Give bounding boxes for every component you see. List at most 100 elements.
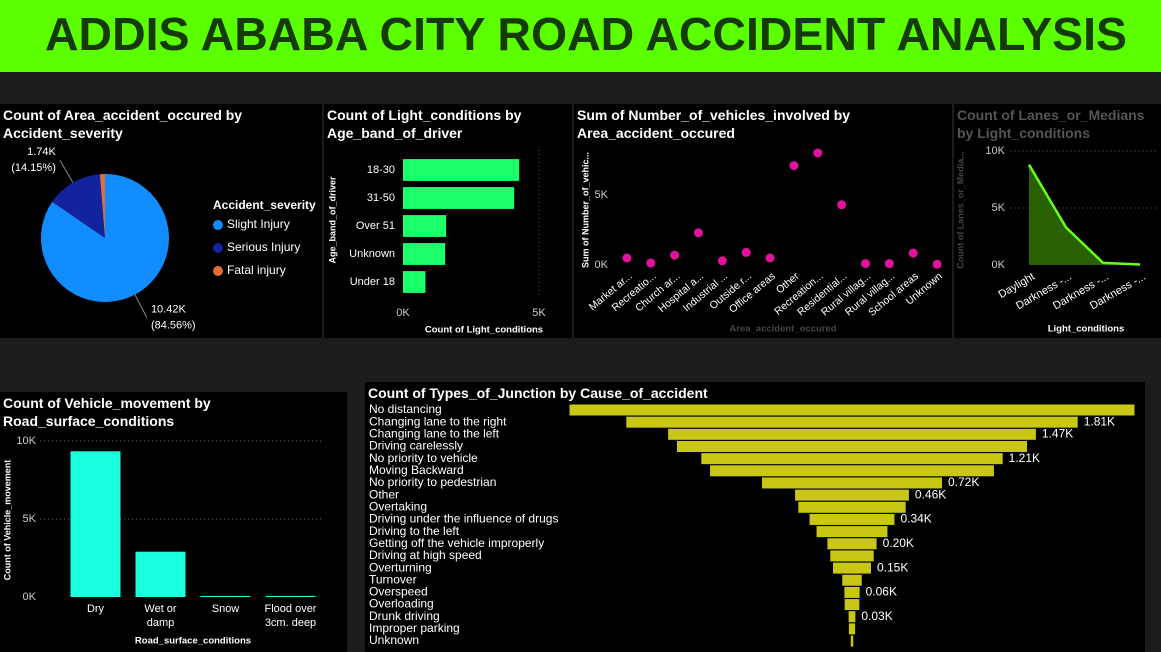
category-label: Overloading xyxy=(369,597,434,611)
x-axis-title: Count of Light_conditions xyxy=(425,325,543,336)
category-label: Drunk driving xyxy=(369,609,440,623)
data-label: 1.21K xyxy=(1009,451,1040,465)
y-tick-label: 5K xyxy=(23,513,37,525)
funnel-bar xyxy=(827,538,877,550)
x-axis-title: Road_surface_conditions xyxy=(135,636,251,647)
percent-label: (14.15%) xyxy=(11,162,56,174)
funnel-bar xyxy=(626,416,1078,428)
bar xyxy=(135,551,186,597)
y-tick-label: Over 51 xyxy=(356,220,395,232)
funnel-bar xyxy=(830,550,874,562)
chart-panel: 10.42K (84.56%) 1.74K (14.15%) Accident_seve… xyxy=(0,104,322,338)
scatter-point xyxy=(861,259,870,269)
category-label: Unknown xyxy=(369,633,419,647)
chart: 0K 5K 10K Road_surface_conditions Count of V… xyxy=(2,435,323,647)
y-tick-label: 31-50 xyxy=(367,192,395,204)
legend-marker xyxy=(213,266,223,276)
legend-label: Slight Injury xyxy=(227,217,290,231)
legend-label: Fatal injury xyxy=(227,263,286,277)
y-tick-label: 10K xyxy=(985,145,1005,157)
category-label: Overturning xyxy=(369,560,432,574)
area-line xyxy=(1027,164,1141,266)
scatter-point xyxy=(837,200,847,210)
category-label: Moving Backward xyxy=(369,463,464,477)
y-tick-label: 0K xyxy=(23,591,37,603)
bar xyxy=(403,243,446,265)
scatter-point xyxy=(789,161,799,171)
y-tick-label: 5K xyxy=(992,202,1006,214)
category-label: Turnover xyxy=(369,572,417,586)
bar xyxy=(403,187,515,209)
data-label: 0.15K xyxy=(877,560,908,574)
scatter-point xyxy=(765,253,775,263)
legend-title: Accident_severity xyxy=(213,198,316,212)
x-tick-label: 0K xyxy=(396,307,410,319)
funnel-bar xyxy=(701,453,1003,465)
y-axis-title: Count of Vehicle_movement xyxy=(2,460,12,581)
pie-slice xyxy=(52,174,105,238)
chart-title: Count of Types_of_Junction by Cause_of_a… xyxy=(368,385,708,401)
y-axis-title: Age_band_of_driver xyxy=(327,176,337,264)
chart-title: Sum of Number_of_vehicles_involved by Ar… xyxy=(577,107,851,141)
category-label: Other xyxy=(369,487,399,501)
category-label: Driving to the left xyxy=(369,524,460,538)
scatter-point xyxy=(694,228,703,238)
scatter-point xyxy=(646,258,656,268)
chart-title: Count of Lanes_or_Medians by Light_condi… xyxy=(957,107,1145,141)
x-axis-title: Area_accident_occured xyxy=(729,324,836,335)
funnel-bar xyxy=(676,440,1028,452)
funnel-bar xyxy=(848,623,856,635)
y-tick-label: 10K xyxy=(16,435,36,447)
funnel-bar xyxy=(809,513,895,525)
y-tick-label: 0K xyxy=(992,259,1006,271)
pie-slice xyxy=(99,174,105,238)
x-tick-label: Dry xyxy=(86,603,105,615)
x-tick-label: Wet or damp xyxy=(144,603,177,629)
funnel-bar xyxy=(569,404,1135,416)
dashboard-title: ADDIS ABABA CITY ROAD ACCIDENT ANALYSIS xyxy=(45,8,1127,60)
funnel-bar xyxy=(844,599,860,611)
category-label: No priority to vehicle xyxy=(369,451,478,465)
funnel-bar xyxy=(848,611,856,623)
x-tick-label: Snow xyxy=(211,603,240,615)
chart-panel: 0K 5K 10K Daylight Darkness -... Darkness -..… xyxy=(954,104,1161,338)
y-tick-label: 18-30 xyxy=(367,164,395,176)
funnel-bar xyxy=(816,526,888,538)
funnel-bar xyxy=(761,477,943,489)
leader-line xyxy=(134,294,148,318)
scatter-point xyxy=(813,148,823,158)
category-label: Driving under the influence of drugs xyxy=(369,512,558,526)
data-label: 1.81K xyxy=(1084,414,1115,428)
banner: ADDIS ABABA CITY ROAD ACCIDENT ANALYSIS xyxy=(0,0,1161,72)
x-axis-title: Light_conditions xyxy=(1048,324,1125,335)
data-label: 0.20K xyxy=(883,536,914,550)
data-label: 0.03K xyxy=(861,609,892,623)
bar xyxy=(70,451,121,597)
chart-title: Count of Vehicle_movement by Road_surfac… xyxy=(3,395,211,429)
y-tick-label: Unknown xyxy=(349,248,395,260)
data-label: 0.06K xyxy=(866,585,897,599)
x-tick-label: Flood over 3cm. deep xyxy=(264,603,317,629)
chart-title: Count of Light_conditions by Age_band_of… xyxy=(327,107,522,141)
chart-panel: 0K 5K Market ar... Recreatio... Church ar...… xyxy=(574,104,952,338)
bar xyxy=(403,271,426,293)
category-label: Driving carelessly xyxy=(369,439,463,453)
funnel-bar xyxy=(795,489,909,501)
y-axis-title: Sum of Number_of_vehic... xyxy=(580,152,590,268)
category-label: Overtaking xyxy=(369,499,427,513)
chart: 0K 5K 18-30 31-50 Over 51 Unknown Under 18 Coun… xyxy=(327,150,546,336)
area-fill xyxy=(1029,164,1140,265)
y-axis-title: Count of Lanes_or_Media... xyxy=(955,151,965,269)
chart-panel: 0K 5K 10K Road_surface_conditions Count of V… xyxy=(0,392,347,652)
bar xyxy=(403,215,447,237)
data-label: 10.42K xyxy=(151,304,187,316)
x-tick-label: 5K xyxy=(532,307,546,319)
funnel-bar xyxy=(798,501,906,513)
chart: 10.42K (84.56%) 1.74K (14.15%) Accident_seve… xyxy=(11,146,316,332)
percent-label: (84.56%) xyxy=(151,320,196,332)
legend-marker xyxy=(213,220,223,230)
category-label: Driving at high speed xyxy=(369,548,482,562)
